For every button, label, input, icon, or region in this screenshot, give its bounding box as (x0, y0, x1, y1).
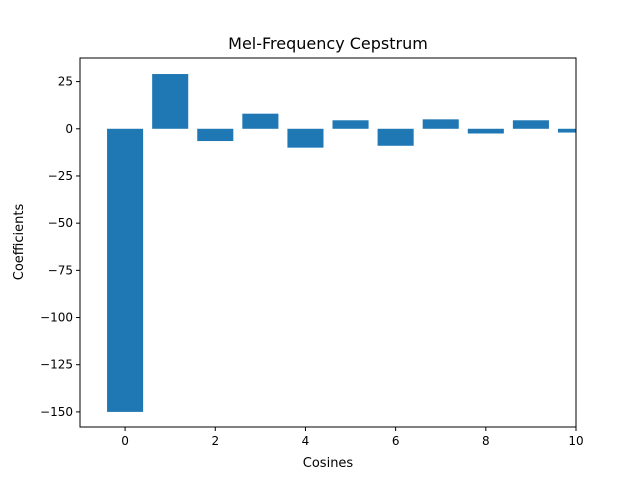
bar-5 (332, 120, 369, 129)
x-axis-label: Cosines (303, 456, 354, 471)
y-tick-label: 25 (58, 75, 73, 89)
x-tick-label: 8 (482, 434, 490, 448)
x-tick-label: 10 (568, 434, 583, 448)
y-tick-label: −150 (40, 405, 73, 419)
y-tick-label: 0 (65, 122, 73, 136)
bar-4 (287, 128, 324, 148)
bars-group (107, 74, 576, 412)
y-tick-label: −25 (48, 169, 73, 183)
y-axis-label: Coefficients (12, 204, 27, 281)
y-tick-label: −100 (40, 311, 73, 325)
bar-7 (422, 119, 459, 129)
bar-9 (512, 120, 549, 129)
y-tick-label: −50 (48, 216, 73, 230)
chart-title: Mel-Frequency Cepstrum (228, 34, 428, 53)
x-tick-label: 6 (392, 434, 400, 448)
y-tick-label: −75 (48, 263, 73, 277)
plot-frame (79, 57, 577, 428)
bar-10 (557, 128, 576, 133)
bar-8 (467, 128, 504, 134)
bar-2 (197, 128, 234, 142)
bar-6 (377, 128, 414, 146)
bar-3 (242, 113, 279, 129)
x-tick-label: 2 (211, 434, 219, 448)
x-tick-label: 4 (302, 434, 310, 448)
y-axis-ticks: 25 0 −25 −50 −75 −100 −125 −150 (40, 75, 80, 419)
bar-1 (152, 74, 189, 129)
bar-0 (107, 128, 144, 412)
x-axis-ticks: 0 2 4 6 8 10 (121, 427, 584, 448)
y-tick-label: −125 (40, 358, 73, 372)
x-tick-label: 0 (121, 434, 129, 448)
